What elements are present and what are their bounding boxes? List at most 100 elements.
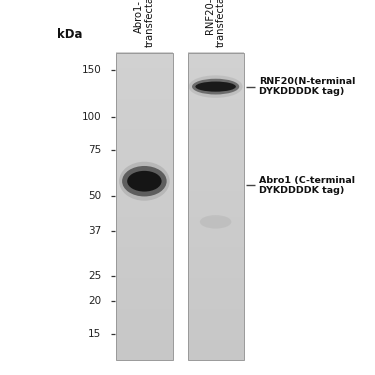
Bar [188, 329, 244, 334]
Bar [188, 262, 244, 268]
Bar [188, 160, 244, 165]
Bar [188, 145, 244, 150]
Bar [116, 334, 172, 339]
Bar [188, 339, 244, 345]
Text: Abro1-
transfectant: Abro1- transfectant [134, 0, 155, 47]
Bar [116, 319, 172, 324]
Bar [188, 314, 244, 319]
Bar [116, 304, 172, 309]
Bar [188, 68, 244, 73]
Bar [116, 140, 172, 145]
Bar [116, 201, 172, 206]
Bar [116, 124, 172, 129]
Bar [116, 109, 172, 114]
Bar [188, 191, 244, 196]
Bar [188, 63, 244, 68]
Bar [188, 273, 244, 278]
Bar [188, 129, 244, 135]
Text: kDa: kDa [57, 28, 82, 41]
Bar [188, 201, 244, 206]
Bar [116, 252, 172, 258]
Ellipse shape [119, 162, 170, 201]
Bar [116, 99, 172, 104]
Bar [116, 278, 172, 283]
Bar [188, 345, 244, 350]
Bar [188, 99, 244, 104]
Bar [188, 283, 244, 288]
Bar [116, 293, 172, 298]
Bar [116, 83, 172, 88]
Bar [116, 155, 172, 160]
Bar [116, 227, 172, 232]
Bar [188, 140, 244, 145]
Ellipse shape [189, 75, 243, 98]
Bar [116, 288, 172, 293]
Bar [116, 181, 172, 186]
Bar [116, 339, 172, 345]
Ellipse shape [195, 81, 236, 92]
Bar [188, 170, 244, 176]
Text: RNF20-
transfectant: RNF20- transfectant [205, 0, 226, 47]
Bar [188, 93, 244, 99]
Bar [188, 242, 244, 247]
Bar [116, 216, 172, 222]
Bar [116, 170, 172, 176]
Bar [188, 304, 244, 309]
Bar [188, 155, 244, 160]
Bar [116, 268, 172, 273]
Bar [116, 104, 172, 109]
Bar [188, 298, 244, 304]
Bar [188, 216, 244, 222]
Text: RNF20(N-terminal
DYKDDDDK tag): RNF20(N-terminal DYKDDDDK tag) [259, 77, 355, 96]
Bar [116, 150, 172, 155]
Bar [116, 186, 172, 191]
Bar [188, 73, 244, 78]
Text: Abro1 (C-terminal
DYKDDDDK tag): Abro1 (C-terminal DYKDDDDK tag) [259, 176, 355, 195]
Bar [188, 119, 244, 124]
Bar [188, 53, 244, 360]
Text: 37: 37 [88, 226, 101, 236]
Text: 50: 50 [88, 191, 101, 201]
Bar [188, 176, 244, 181]
Bar [188, 181, 244, 186]
Bar [116, 237, 172, 242]
Ellipse shape [200, 215, 231, 229]
Bar [116, 258, 172, 262]
Bar [188, 83, 244, 88]
Bar [116, 78, 172, 83]
Bar [116, 247, 172, 252]
Bar [188, 109, 244, 114]
Bar [188, 165, 244, 170]
Bar [188, 58, 244, 63]
Bar [116, 273, 172, 278]
Bar [188, 222, 244, 227]
Bar [188, 186, 244, 191]
Bar [188, 252, 244, 258]
Bar [116, 262, 172, 268]
Ellipse shape [122, 166, 166, 196]
Bar [116, 129, 172, 135]
Text: 25: 25 [88, 271, 101, 281]
Bar [188, 206, 244, 212]
Text: 75: 75 [88, 145, 101, 155]
Bar [188, 247, 244, 252]
Bar [116, 329, 172, 334]
Bar [188, 124, 244, 129]
Bar [188, 278, 244, 283]
Ellipse shape [127, 171, 162, 192]
Bar [116, 298, 172, 304]
Bar [116, 211, 172, 216]
Ellipse shape [192, 79, 239, 94]
Bar [116, 314, 172, 319]
Bar [116, 324, 172, 329]
Bar [188, 258, 244, 262]
Text: 20: 20 [88, 296, 101, 306]
Bar [116, 283, 172, 288]
Bar [188, 232, 244, 237]
Bar [116, 58, 172, 63]
Bar [116, 119, 172, 124]
Bar [188, 268, 244, 273]
Bar [116, 355, 172, 360]
Bar [188, 150, 244, 155]
Bar [188, 211, 244, 216]
